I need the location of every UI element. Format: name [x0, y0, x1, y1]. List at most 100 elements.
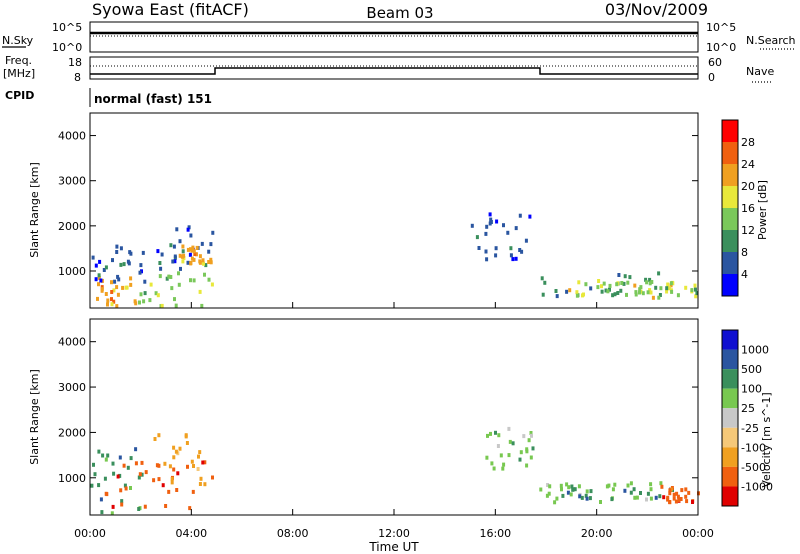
data-cell: [160, 252, 164, 257]
data-cell: [494, 430, 497, 435]
data-cell: [485, 224, 489, 229]
data-cell: [584, 282, 588, 287]
data-cell: [485, 455, 489, 460]
data-cell: [470, 223, 474, 228]
data-cell: [123, 483, 127, 488]
data-cell: [679, 497, 683, 501]
data-cell: [569, 492, 573, 497]
data-cell: [565, 289, 569, 294]
data-cell: [137, 507, 141, 511]
data-cell: [680, 488, 684, 493]
data-cell: [649, 290, 653, 295]
data-cell: [167, 489, 171, 494]
data-cell: [157, 433, 161, 438]
data-cell: [173, 254, 177, 259]
data-cell: [545, 493, 549, 498]
data-cell: [186, 227, 190, 232]
data-cell: [207, 249, 211, 254]
colorbar-swatch: [722, 252, 738, 274]
data-cell: [648, 288, 652, 293]
colorbar-swatch: [722, 230, 738, 252]
data-cell: [186, 247, 190, 252]
data-cell: [207, 277, 211, 282]
data-cell: [575, 290, 579, 295]
data-cell: [154, 291, 158, 296]
data-cell: [531, 446, 535, 451]
data-cell: [690, 288, 694, 293]
cpid-label: CPID: [5, 89, 34, 102]
velocity-panel: 1000 2000 3000 4000 Slant Range [km] 1000 50…: [28, 318, 773, 516]
data-cell: [172, 467, 176, 472]
data-cell: [613, 292, 617, 297]
data-cell: [97, 275, 101, 280]
data-cell: [620, 281, 624, 285]
data-cell: [190, 256, 194, 261]
data-cell: [148, 298, 152, 303]
data-cell: [489, 431, 492, 436]
data-cell: [169, 243, 173, 248]
power-axis-ticks: 1000 2000 3000 4000: [58, 130, 699, 308]
data-cell: [589, 489, 593, 494]
data-cell: [203, 482, 207, 487]
data-cell: [115, 285, 119, 290]
data-cell: [115, 304, 119, 309]
velocity-cells: [90, 426, 700, 516]
data-cell: [195, 245, 199, 250]
data-cell: [106, 453, 110, 458]
data-cell: [178, 239, 182, 244]
data-cell: [134, 447, 138, 452]
data-cell: [115, 250, 119, 254]
y-tick-label: 2000: [58, 426, 86, 439]
data-cell: [559, 483, 563, 488]
data-cell: [164, 504, 168, 508]
data-cell: [127, 261, 131, 266]
data-cell: [122, 262, 126, 267]
data-cell: [514, 226, 518, 231]
data-cell: [490, 461, 494, 466]
data-cell: [639, 491, 642, 495]
data-cell: [173, 297, 176, 302]
data-cell: [600, 284, 603, 289]
cpid-text: normal (fast) 151: [94, 92, 212, 106]
data-cell: [176, 471, 180, 476]
power-panel: 1000 2000 3000 4000 Slant Range [km] 4 8 12 16…: [28, 112, 769, 309]
data-cell: [195, 252, 198, 257]
data-cell: [553, 500, 557, 505]
data-cell: [142, 299, 146, 304]
data-cell: [650, 280, 654, 284]
data-cell: [633, 495, 637, 500]
data-cell: [584, 493, 588, 498]
data-cell: [189, 233, 193, 238]
data-cell: [660, 484, 664, 489]
data-cell: [506, 230, 510, 235]
noise-right-label: N.Search: [746, 34, 796, 47]
data-cell: [98, 259, 102, 264]
data-cell: [184, 433, 188, 438]
data-cell: [496, 444, 500, 448]
data-cell: [527, 438, 531, 443]
data-cell: [143, 279, 147, 284]
data-cell: [167, 274, 171, 279]
data-cell: [639, 285, 643, 290]
data-cell: [102, 268, 106, 272]
nave-tick-top: 60: [708, 56, 722, 69]
velocity-colorbar-label: Velocity [m s^-1]: [760, 392, 773, 487]
data-cell: [193, 252, 197, 256]
data-cell: [198, 259, 202, 264]
data-cell: [560, 487, 563, 492]
data-cell: [209, 260, 213, 265]
data-cell: [658, 494, 662, 499]
data-cell: [143, 504, 147, 509]
data-cell: [619, 288, 623, 293]
data-cell: [555, 496, 559, 501]
data-cell: [693, 283, 697, 288]
data-cell: [684, 487, 688, 492]
data-cell: [186, 464, 189, 469]
data-cell: [172, 244, 176, 249]
data-cell: [602, 281, 606, 286]
colorbar-tick-label: 25: [741, 402, 755, 415]
date-title: 03/Nov/2009: [605, 0, 708, 19]
data-cell: [90, 483, 94, 488]
y-tick-label: 2000: [58, 220, 86, 233]
